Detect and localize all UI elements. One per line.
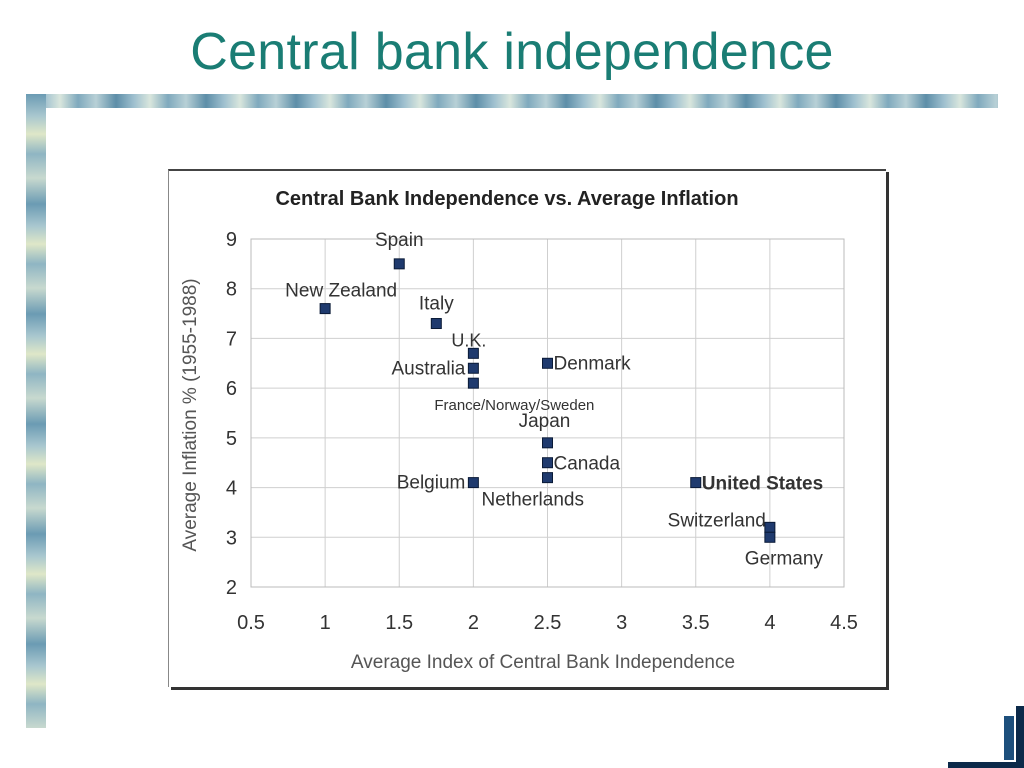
y-tick-label: 7 — [226, 328, 237, 350]
data-point — [467, 377, 479, 389]
y-tick-label: 6 — [226, 378, 237, 400]
data-point-label: Germany — [745, 548, 824, 569]
y-tick-label: 2 — [226, 577, 237, 599]
x-tick-label: 0.5 — [237, 612, 265, 634]
data-point — [467, 347, 479, 359]
data-point — [393, 258, 405, 270]
data-point-label: Italy — [419, 294, 454, 315]
data-point — [764, 531, 776, 543]
y-tick-label: 9 — [226, 229, 237, 251]
x-tick-label: 1 — [320, 612, 331, 634]
y-axis-label: Average Inflation % (1955-1988) — [180, 278, 201, 551]
data-point-label: Switzerland — [668, 510, 766, 531]
chart-panel: Central Bank Independence vs. Average In… — [168, 169, 886, 687]
y-tick-labels: 2 3 4 5 6 7 8 9 — [226, 229, 237, 599]
x-tick-label: 2 — [468, 612, 479, 634]
x-tick-label: 4 — [764, 612, 775, 634]
data-points — [319, 258, 776, 543]
data-point — [319, 303, 331, 315]
data-point-label: France/Norway/Sweden — [434, 397, 594, 414]
data-point — [542, 357, 553, 369]
y-tick-label: 5 — [226, 428, 237, 450]
data-point-label: United States — [702, 474, 823, 495]
data-point-label: Canada — [554, 454, 621, 475]
x-axis-label: Average Index of Central Bank Independen… — [351, 652, 735, 673]
data-point-label: New Zealand — [285, 281, 397, 302]
data-point — [764, 521, 776, 533]
data-point-label: Spain — [375, 230, 424, 251]
data-point-label: Denmark — [554, 353, 632, 374]
data-point — [542, 437, 553, 449]
slide-title: Central bank independence — [190, 23, 834, 81]
data-point — [467, 362, 479, 374]
x-tick-labels: 0.5 1 1.5 2 2.5 3 3.5 4 4.5 — [237, 612, 858, 634]
data-point — [542, 472, 553, 484]
y-tick-label: 3 — [226, 527, 237, 549]
x-tick-label: 2.5 — [534, 612, 562, 634]
grid-lines — [250, 238, 845, 588]
scatter-chart: Central Bank Independence vs. Average In… — [180, 188, 858, 673]
data-point-label: Netherlands — [482, 490, 584, 511]
decorative-left-band — [26, 94, 46, 728]
data-point-label: U.K. — [451, 330, 486, 350]
x-tick-label: 3.5 — [682, 612, 710, 634]
x-tick-label: 3 — [616, 612, 627, 634]
data-point-label: Belgium — [397, 473, 466, 494]
decorative-top-band — [26, 94, 998, 108]
data-point — [430, 318, 442, 330]
x-tick-label: 1.5 — [385, 612, 413, 634]
x-tick-label: 4.5 — [830, 612, 858, 634]
y-tick-label: 4 — [226, 478, 237, 500]
chart-title: Central Bank Independence vs. Average In… — [275, 188, 738, 210]
data-point — [467, 477, 479, 489]
data-point-label: Japan — [519, 411, 571, 432]
data-point — [690, 477, 702, 489]
plot-frame — [250, 238, 845, 588]
point-labels: Spain New Zealand Italy U.K. Australia France… — [285, 230, 823, 569]
data-point-label: Australia — [391, 358, 465, 379]
data-point — [542, 457, 553, 469]
decorative-corner-graphic — [948, 706, 1024, 768]
y-tick-label: 8 — [226, 279, 237, 301]
